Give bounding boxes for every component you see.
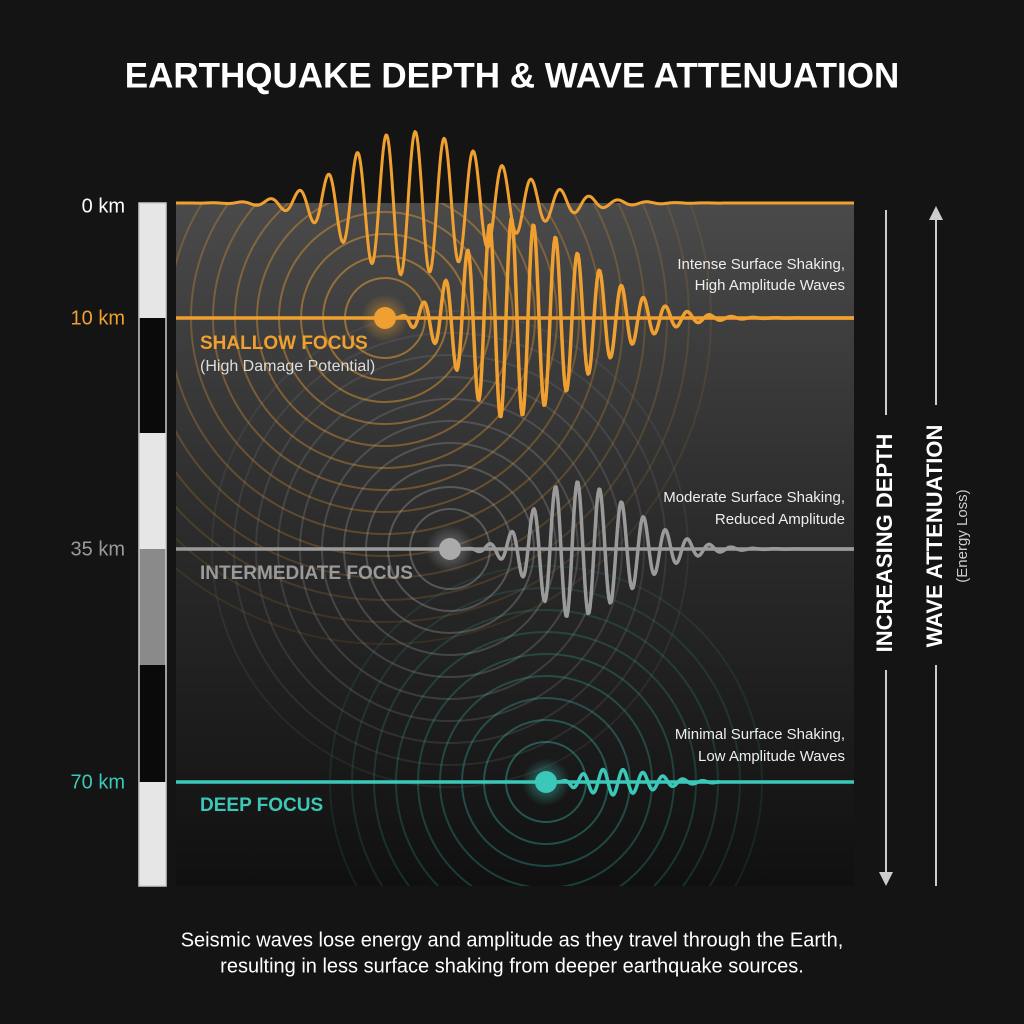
- depth-bar-segment: [139, 203, 166, 318]
- focus-note: High Amplitude Waves: [695, 277, 845, 294]
- focus-label: INTERMEDIATE FOCUS: [200, 563, 413, 584]
- depth-arrow: INCREASING DEPTH: [872, 210, 897, 886]
- wave-trace: [461, 480, 855, 618]
- attenuation-arrow: WAVE ATTENUATION (Energy Loss): [922, 206, 971, 886]
- depth-bar-segment: [139, 782, 166, 886]
- depth-bar-segment: [139, 665, 166, 782]
- axis-label: INCREASING DEPTH: [872, 434, 897, 653]
- focus-label: DEEP FOCUS: [200, 795, 323, 816]
- shallow-focus-point: [374, 307, 396, 329]
- focus-note: Intense Surface Shaking,: [677, 256, 845, 273]
- focus-note: Low Amplitude Waves: [698, 748, 845, 765]
- focus-note: Moderate Surface Shaking,: [663, 489, 845, 506]
- depth-label: 35 km: [71, 538, 125, 560]
- focus-note: Minimal Surface Shaking,: [675, 726, 845, 743]
- deep-focus-point: [535, 771, 557, 793]
- caption: resulting in less surface shaking from d…: [220, 955, 804, 977]
- arrow-head: [879, 872, 893, 886]
- depth-bar-segment: [139, 318, 166, 433]
- focus-label: SHALLOW FOCUS: [200, 333, 368, 354]
- axis-note: (Energy Loss): [954, 489, 971, 582]
- arrow-head: [929, 206, 943, 220]
- title: EARTHQUAKE DEPTH & WAVE ATTENUATION: [125, 56, 900, 95]
- depth-bar-segment: [139, 433, 166, 549]
- depth-label: 10 km: [71, 307, 125, 329]
- axis-label: WAVE ATTENUATION: [922, 425, 947, 648]
- focus-note: Reduced Amplitude: [715, 511, 845, 528]
- depth-label: 0 km: [82, 195, 125, 217]
- waves: [175, 130, 855, 797]
- depth-label: 70 km: [71, 771, 125, 793]
- wave-trace: [395, 217, 855, 419]
- wave-trace: [557, 767, 721, 797]
- depth-bar: [138, 202, 167, 887]
- caption: Seismic waves lose energy and amplitude …: [181, 929, 844, 951]
- depth-bar-frame: [138, 202, 167, 887]
- depth-bar-segment: [139, 549, 166, 665]
- intermediate-focus-point: [439, 538, 461, 560]
- focus-sublabel: (High Damage Potential): [200, 358, 375, 375]
